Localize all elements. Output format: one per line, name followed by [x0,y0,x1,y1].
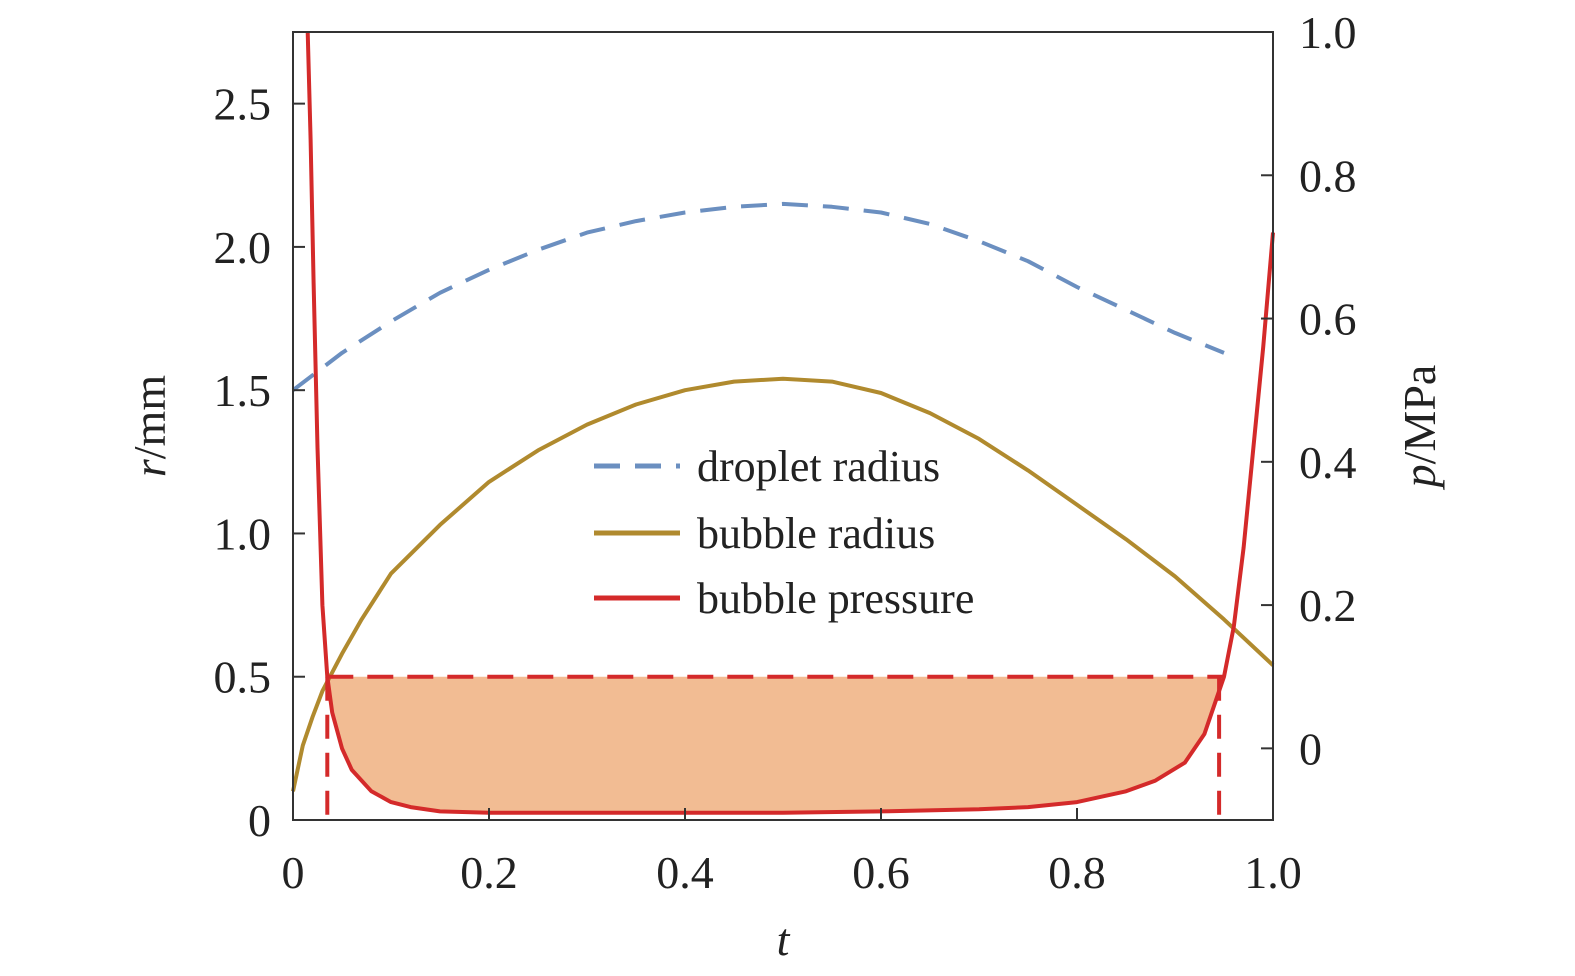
shaded-region [327,676,1220,813]
x-tick-label: 0 [282,847,305,898]
y-right-tick-label: 1.0 [1299,7,1357,58]
y-left-label-unit: /mm [124,375,175,460]
ticks-layer: 0 0.2 0.4 0.6 0.8 1.0 0 0.5 1.0 1.5 2.0 2.5 0 0.2 0.4 0… [214,7,1357,898]
y-right-tick-label: 0.8 [1299,150,1357,201]
series-droplet-radius [291,201,1225,392]
x-axis-label: t [777,914,791,965]
shaded-region-layer [327,676,1220,813]
y-left-tick-label: 2.5 [214,79,272,130]
y-right-tick-label: 0 [1299,723,1322,774]
svg-text:r/mm: r/mm [124,375,175,477]
y-left-tick-label: 0.5 [214,652,272,703]
plot-frame [292,31,1274,821]
y-left-axis-label: r/mm [124,375,175,477]
x-tick-label: 0.2 [460,847,518,898]
y-left-tick-label: 1.0 [214,508,272,559]
legend-label-droplet-radius: droplet radius [697,442,940,491]
series-bubble-radius [291,376,1275,792]
y-right-tick-label: 0.4 [1299,437,1357,488]
x-tick-label: 1.0 [1244,847,1302,898]
y-right-tick-label: 0.6 [1299,294,1357,345]
y-left-tick-label: 1.5 [214,365,272,416]
threshold-markers-layer [325,674,1224,820]
legend: droplet radius bubble radius bubble pres… [594,442,974,623]
y-right-tick-label: 0.2 [1299,580,1357,631]
y-right-label-symbol: p [1394,464,1445,490]
x-tick-label: 0.4 [656,847,714,898]
legend-label-bubble-pressure: bubble pressure [697,574,974,623]
y-right-label-unit: /MPa [1394,365,1445,465]
y-left-label-symbol: r [124,458,175,477]
svg-text:p/MPa: p/MPa [1394,365,1445,491]
legend-label-bubble-radius: bubble radius [697,509,935,558]
y-left-tick-label: 2.0 [214,222,272,273]
x-tick-label: 0.8 [1048,847,1106,898]
y-right-axis-label: p/MPa [1394,365,1445,491]
y-left-tick-label: 0 [248,795,271,846]
x-tick-label: 0.6 [852,847,910,898]
